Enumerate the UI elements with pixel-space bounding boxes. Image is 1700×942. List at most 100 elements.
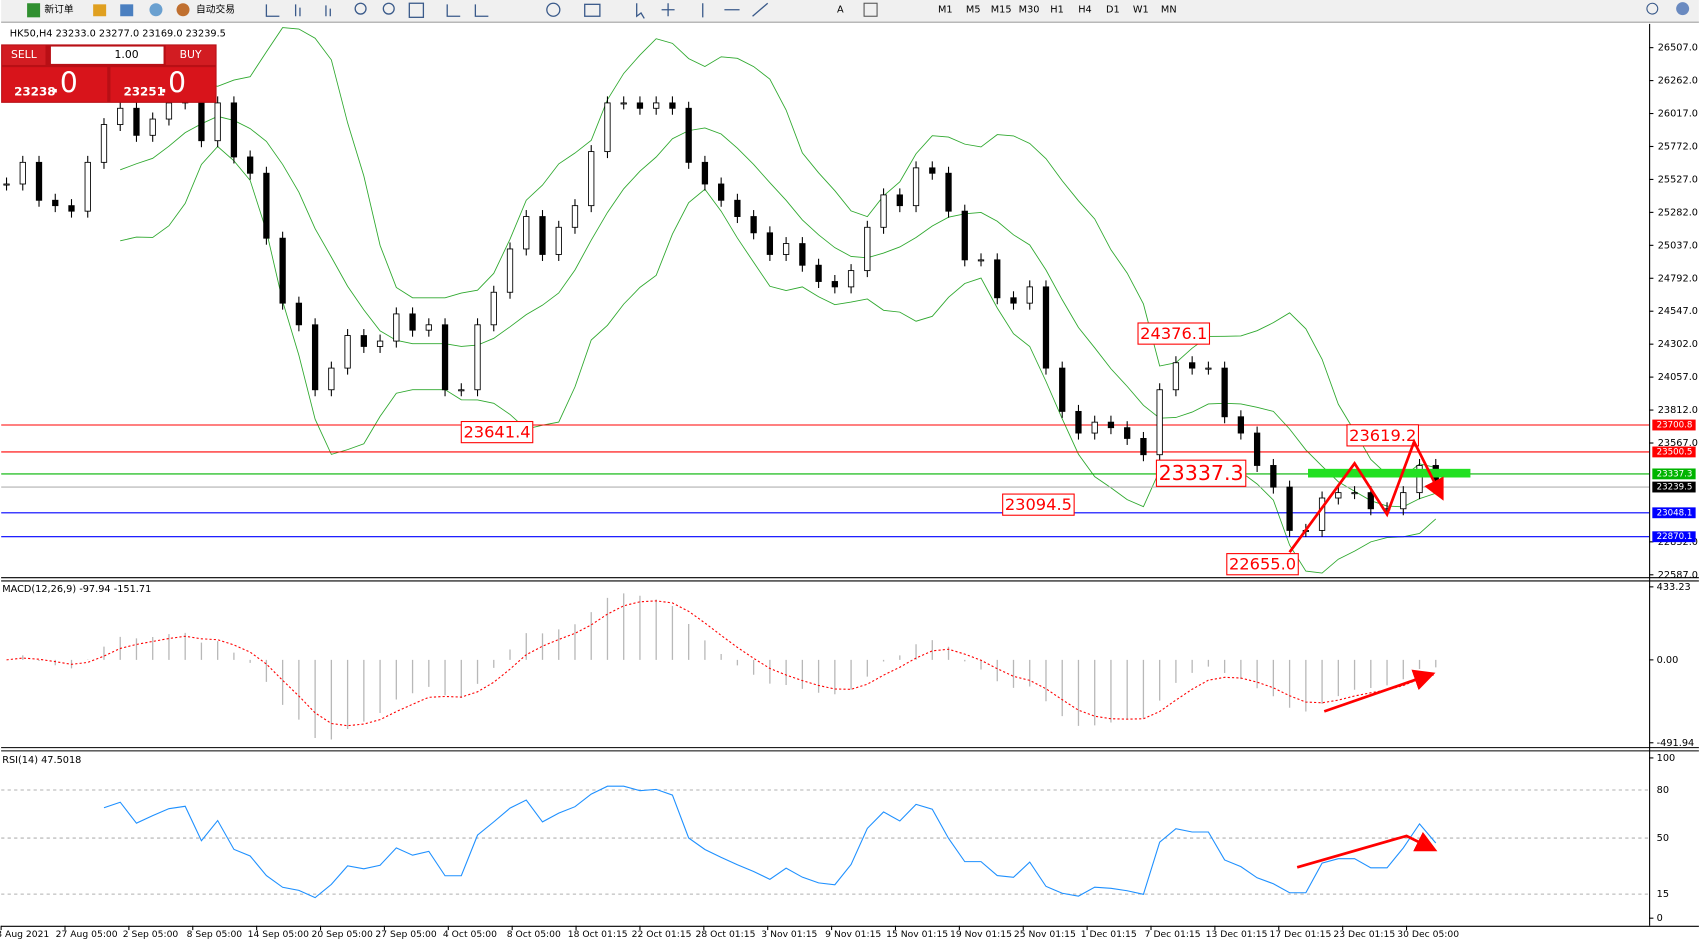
- search[interactable]: [1646, 2, 1659, 15]
- drawn-arrow: [1296, 831, 1438, 869]
- main-chart-area: [1, 23, 1650, 578]
- level-price-box: [1652, 507, 1696, 519]
- price-tick-label: 26017.0: [1658, 109, 1698, 120]
- timeframe-button[interactable]: H1: [1050, 5, 1064, 16]
- candle-body: [523, 216, 530, 250]
- new-order[interactable]: 新订单: [44, 3, 73, 16]
- toolbar-icon[interactable]: [93, 4, 107, 17]
- candle-body: [506, 248, 514, 293]
- buy-label[interactable]: BUY: [180, 48, 202, 61]
- candle-body: [1189, 362, 1196, 369]
- time-tick-label: 23 Dec 01:15: [1333, 929, 1395, 940]
- sell-button[interactable]: [2, 45, 46, 65]
- bollinger-band: [120, 115, 1436, 508]
- candle-body: [1253, 432, 1261, 466]
- time-tick-label: 13 Dec 01:15: [1206, 929, 1268, 940]
- label-tool[interactable]: [863, 2, 878, 17]
- tile[interactable]: [408, 2, 425, 18]
- notifications[interactable]: [1676, 2, 1690, 16]
- candle-body: [896, 194, 903, 207]
- timeframe-button[interactable]: H4: [1078, 5, 1092, 16]
- candle-body: [864, 226, 871, 272]
- time-tick-label: 14 Sep 05:00: [248, 929, 309, 940]
- chart-type-icons[interactable]: [265, 4, 331, 17]
- time-tick-label: 22 Oct 01:15: [632, 929, 692, 940]
- ask-price[interactable]: 23251: [123, 85, 164, 99]
- candle-body: [1026, 286, 1033, 304]
- candle-body: [328, 367, 335, 391]
- candle-body: [247, 156, 254, 174]
- candle-body: [198, 96, 205, 142]
- annotation-box: [1002, 493, 1075, 516]
- timeframe-button[interactable]: D1: [1106, 5, 1120, 16]
- time-tick-label: 3 Aug 2021: [0, 929, 49, 940]
- time-tick-label: 4 Oct 05:00: [443, 929, 497, 940]
- candle-body: [1075, 410, 1082, 434]
- zoom-out[interactable]: [382, 2, 395, 15]
- lot-value[interactable]: 1.00: [115, 48, 139, 61]
- timeframe-button[interactable]: W1: [1133, 5, 1149, 16]
- candle-body: [84, 161, 91, 212]
- candle-body: [1351, 492, 1358, 495]
- bid-box[interactable]: [2, 67, 108, 102]
- time-tick-label: 20 Sep 05:00: [312, 929, 373, 940]
- bid-price[interactable]: 23238: [14, 85, 55, 99]
- level-price-label: 23048.1: [1657, 508, 1693, 518]
- candle-body: [847, 270, 855, 288]
- candle-body: [1335, 492, 1342, 499]
- time-tick-label: 7 Dec 01:15: [1145, 929, 1201, 940]
- ask-price-tail[interactable]: .0: [159, 66, 186, 99]
- auto-trading-icon[interactable]: [176, 3, 190, 17]
- auto-trading[interactable]: 自动交易: [196, 3, 235, 16]
- drawing-tools[interactable]: [636, 2, 769, 19]
- candle-body: [409, 313, 416, 331]
- buy-button[interactable]: [165, 45, 216, 65]
- candle-body: [117, 107, 124, 125]
- time-tick-label: 28 Oct 01:15: [696, 929, 756, 940]
- level-price-label: 23700.8: [1657, 421, 1693, 431]
- time-tick-label: 27 Aug 05:00: [56, 929, 118, 940]
- timeframe-button[interactable]: M1: [938, 5, 953, 16]
- time-tick-label: 1 Dec 01:15: [1081, 929, 1137, 940]
- time-tick-label: 27 Sep 05:00: [375, 929, 436, 940]
- templates[interactable]: [584, 3, 601, 17]
- scroll-icons[interactable]: [446, 4, 489, 17]
- candle-body: [279, 237, 286, 304]
- candle-body: [766, 232, 774, 255]
- level-price-label: 22870.1: [1657, 532, 1693, 542]
- time-tick-label: 3 Nov 01:15: [761, 929, 817, 940]
- candle-body: [945, 172, 952, 212]
- candle-body: [68, 205, 75, 212]
- timeframe-button[interactable]: M30: [1019, 5, 1040, 16]
- ask-box[interactable]: [110, 67, 216, 102]
- candle-body: [1416, 465, 1423, 494]
- candle-body: [620, 102, 627, 105]
- price-annotation: 23619.2: [1349, 426, 1416, 445]
- toolbar-icon[interactable]: [120, 4, 134, 17]
- candle-body: [1010, 297, 1017, 304]
- lot-input[interactable]: [50, 46, 164, 64]
- zoom-in[interactable]: [354, 2, 367, 15]
- sell-label[interactable]: SELL: [11, 48, 37, 61]
- time-tick-label: 25 Nov 01:15: [1014, 929, 1076, 940]
- new-order-icon[interactable]: [27, 3, 41, 18]
- time-tick-label: 8 Oct 05:00: [507, 929, 561, 940]
- level-price-box: [1652, 468, 1696, 480]
- timeframe-button[interactable]: M15: [991, 5, 1012, 16]
- candle-body: [376, 340, 384, 347]
- rsi-tick-label: 100: [1657, 753, 1676, 764]
- periods[interactable]: [546, 2, 561, 17]
- text-tool[interactable]: A: [837, 5, 844, 16]
- candle-body: [1237, 416, 1245, 434]
- timeframe-button[interactable]: M5: [966, 5, 981, 16]
- toolbar-icon[interactable]: [149, 3, 163, 17]
- candle-body: [669, 102, 676, 109]
- time-tick-label: 17 Dec 01:15: [1270, 929, 1332, 940]
- drawn-arrow: [1288, 438, 1444, 554]
- price-annotation: 23094.5: [1005, 495, 1072, 514]
- candle-body: [880, 194, 887, 228]
- bid-price-tail[interactable]: .0: [51, 66, 78, 99]
- timeframe-button[interactable]: MN: [1161, 5, 1177, 16]
